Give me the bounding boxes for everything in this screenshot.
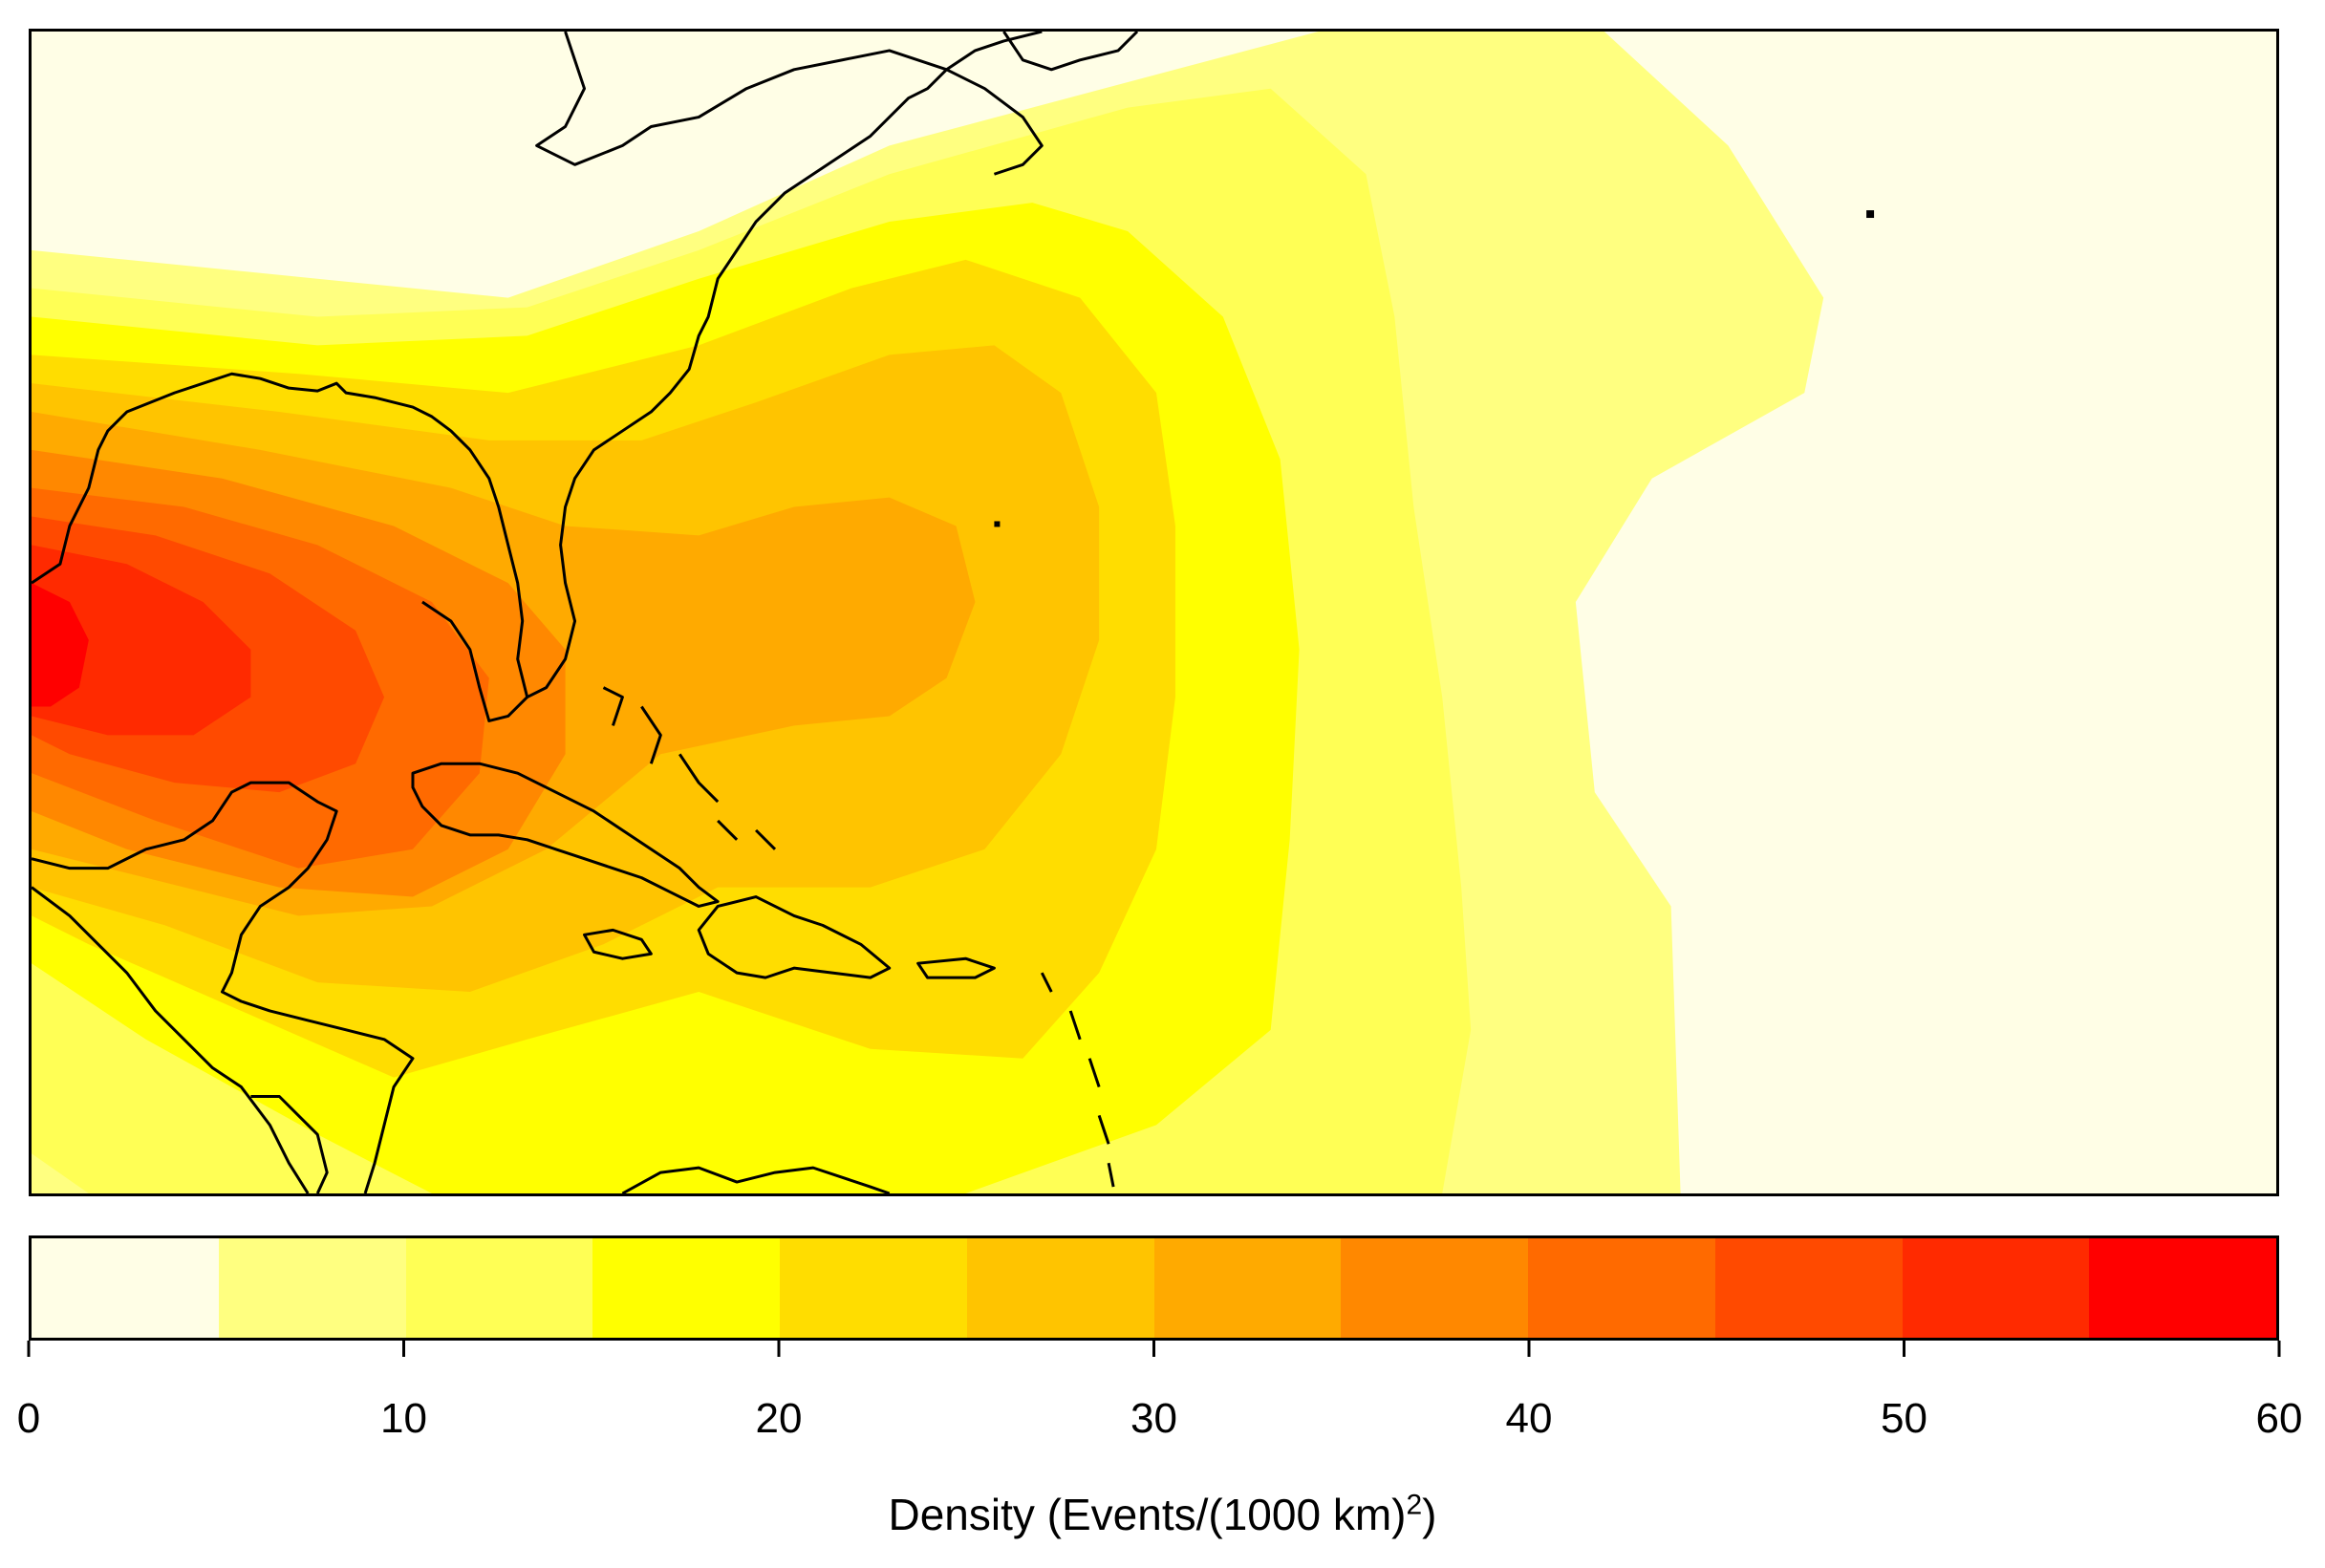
coastline-south-america <box>621 1166 891 1193</box>
coastline-yucatan <box>32 781 415 1193</box>
coastline-jamaica <box>583 928 653 960</box>
scale-tick-label: 60 <box>2255 1395 2303 1442</box>
coastline-canada <box>535 32 1044 176</box>
scale-swatch <box>1902 1238 2090 1338</box>
scale-swatch <box>218 1238 406 1338</box>
scale-swatch <box>1153 1238 1342 1338</box>
legend-title-superscript: 2 <box>1406 1489 1423 1521</box>
scale-swatch <box>966 1238 1154 1338</box>
density-contour-level <box>32 545 251 736</box>
scale-swatch <box>32 1238 219 1338</box>
density-contour-level <box>32 583 89 707</box>
coastline-central-america <box>32 886 310 1193</box>
legend-title: Density (Events/(1000 km)2) <box>0 1489 2325 1540</box>
scale-swatch <box>1341 1238 1528 1338</box>
scale-tick-label: 0 <box>16 1395 41 1442</box>
coastlines <box>32 32 1875 1193</box>
scale-swatch <box>405 1238 593 1338</box>
color-scale-bar <box>29 1235 2279 1341</box>
scale-swatch <box>592 1238 780 1338</box>
coastline-us-east <box>527 32 1043 698</box>
scale-swatch <box>2089 1238 2276 1338</box>
scale-swatch <box>1714 1238 1903 1338</box>
legend-title-suffix: ) <box>1422 1490 1437 1539</box>
scale-tick-label: 20 <box>755 1395 803 1442</box>
density-map-canvas <box>32 32 1875 1193</box>
density-contours <box>32 32 1824 1193</box>
azores-dot <box>1866 210 1875 219</box>
scale-tick-label: 40 <box>1505 1395 1553 1442</box>
coastline-puerto-rico <box>916 956 996 979</box>
scale-swatch <box>1528 1238 1715 1338</box>
coastline-gulf-mexico <box>32 372 529 722</box>
scale-swatch <box>780 1238 967 1338</box>
bermuda-dot <box>994 521 1001 527</box>
scale-tick-label: 30 <box>1130 1395 1177 1442</box>
scale-tick-label: 10 <box>380 1395 427 1442</box>
density-map <box>29 29 2279 1196</box>
scale-tick-label: 50 <box>1881 1395 1927 1442</box>
legend-title-text: Density (Events/(1000 km) <box>888 1490 1407 1539</box>
coastline-cuba <box>411 762 720 908</box>
coastline-hispaniola <box>697 895 892 979</box>
